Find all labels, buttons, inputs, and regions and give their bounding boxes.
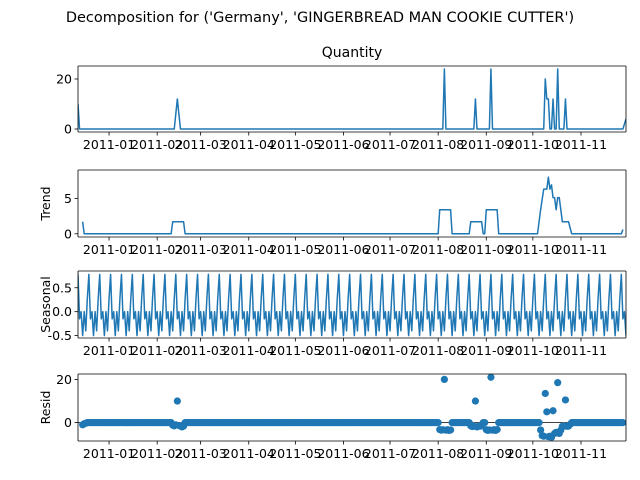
resid-xtick-label: 2011-05 <box>269 446 321 461</box>
trend-ylabel: Trend <box>38 186 53 221</box>
plot-area-trend <box>81 176 624 235</box>
seasonal-ytick-label: 0.0 <box>52 304 72 319</box>
quantity-ytick-label: 0 <box>64 122 72 137</box>
trend-xtick-label: 2011-03 <box>175 242 227 257</box>
trend-ytick-label: 0 <box>64 226 72 241</box>
resid-point <box>561 396 570 404</box>
resid-xtick-label: 2011-04 <box>223 446 275 461</box>
seasonal-xtick-label: 2011-07 <box>364 343 416 358</box>
resid-point <box>440 375 448 383</box>
quantity-xtick-label: 2011-03 <box>175 137 227 152</box>
resid-point <box>434 419 442 427</box>
trend-xtick-label: 2011-07 <box>364 242 416 257</box>
resid-xtick-label: 2011-01 <box>83 446 135 461</box>
trend-xtick-label: 2011-04 <box>223 242 275 257</box>
resid-point <box>535 419 543 427</box>
resid-point <box>541 389 549 398</box>
resid-ylabel: Resid <box>38 391 53 425</box>
seasonal-xtick-label: 2011-03 <box>175 343 227 358</box>
quantity-axes <box>77 65 627 133</box>
panel-resid: 0202011-012011-022011-032011-042011-0520… <box>38 372 627 461</box>
resid-ytick-label: 20 <box>56 372 72 387</box>
quantity-series-line <box>78 68 626 130</box>
trend-xtick-label: 2011-10 <box>507 242 559 257</box>
panel-trend: 052011-012011-022011-032011-042011-05201… <box>38 169 627 257</box>
quantity-xtick-label: 2011-01 <box>83 137 135 152</box>
quantity-xtick-label: 2011-07 <box>364 137 416 152</box>
resid-point <box>619 419 626 427</box>
seasonal-xtick-label: 2011-01 <box>83 343 135 358</box>
panels-group: 0202011-012011-022011-032011-042011-0520… <box>38 45 627 461</box>
seasonal-xtick-label: 2011-04 <box>223 343 275 358</box>
resid-point <box>543 408 551 416</box>
trend-series-line <box>81 176 624 235</box>
seasonal-xtick-label: 2011-08 <box>412 343 464 358</box>
plot-area-quantity <box>78 68 626 130</box>
plot-area-seasonal <box>78 273 626 337</box>
quantity-xtick-label: 2011-11 <box>555 137 607 152</box>
resid-axes <box>77 373 627 442</box>
trend-xtick-label: 2011-02 <box>131 242 183 257</box>
resid-point <box>471 397 480 405</box>
quantity-xtick-label: 2011-02 <box>131 137 183 152</box>
resid-xtick-label: 2011-08 <box>412 446 464 461</box>
seasonal-xtick-label: 2011-02 <box>131 343 183 358</box>
seasonal-xtick-label: 2011-11 <box>555 343 607 358</box>
trend-xtick-label: 2011-08 <box>412 242 464 257</box>
seasonal-ytick-label: -0.5 <box>48 328 72 343</box>
trend-xtick-label: 2011-11 <box>555 242 607 257</box>
trend-xtick-label: 2011-01 <box>83 242 135 257</box>
trend-axes <box>77 169 627 238</box>
resid-point <box>549 407 557 415</box>
resid-point <box>481 419 489 427</box>
resid-xtick-label: 2011-02 <box>131 446 183 461</box>
quantity-ytick-label: 20 <box>56 72 72 87</box>
quantity-xtick-label: 2011-04 <box>223 137 275 152</box>
figure-suptitle: Decomposition for ('Germany', 'GINGERBRE… <box>66 10 574 26</box>
quantity-xtick-label: 2011-10 <box>507 137 559 152</box>
trend-xtick-label: 2011-09 <box>460 242 512 257</box>
resid-point <box>173 397 181 405</box>
quantity-xtick-label: 2011-05 <box>269 137 321 152</box>
trend-xtick-label: 2011-06 <box>317 242 369 257</box>
resid-point <box>554 379 562 387</box>
resid-xtick-label: 2011-10 <box>507 446 559 461</box>
seasonal-xtick-label: 2011-06 <box>317 343 369 358</box>
quantity-xtick-label: 2011-09 <box>460 137 512 152</box>
quantity-title: Quantity <box>322 45 383 61</box>
quantity-xtick-label: 2011-08 <box>412 137 464 152</box>
seasonal-xtick-label: 2011-05 <box>269 343 321 358</box>
plot-area-resid <box>78 374 626 441</box>
resid-point <box>487 374 495 381</box>
panel-seasonal: -0.50.00.52011-012011-022011-032011-0420… <box>38 270 627 358</box>
seasonal-series-line <box>78 273 626 337</box>
seasonal-xtick-label: 2011-10 <box>507 343 559 358</box>
resid-point <box>537 426 545 434</box>
resid-ytick-label: 0 <box>64 415 72 430</box>
resid-xtick-label: 2011-03 <box>175 446 227 461</box>
resid-xtick-label: 2011-06 <box>317 446 369 461</box>
resid-xtick-label: 2011-11 <box>555 446 607 461</box>
resid-xtick-label: 2011-09 <box>460 446 512 461</box>
trend-xtick-label: 2011-05 <box>269 242 321 257</box>
seasonal-axes <box>77 270 627 339</box>
seasonal-ytick-label: 0.5 <box>52 280 72 295</box>
seasonal-ylabel: Seasonal <box>38 276 53 333</box>
resid-xtick-label: 2011-07 <box>364 446 416 461</box>
resid-point <box>493 425 501 434</box>
panel-quantity: 0202011-012011-022011-032011-042011-0520… <box>56 45 627 152</box>
seasonal-xtick-label: 2011-09 <box>460 343 512 358</box>
resid-point <box>446 426 455 434</box>
quantity-xtick-label: 2011-06 <box>317 137 369 152</box>
trend-ytick-label: 5 <box>64 191 72 206</box>
